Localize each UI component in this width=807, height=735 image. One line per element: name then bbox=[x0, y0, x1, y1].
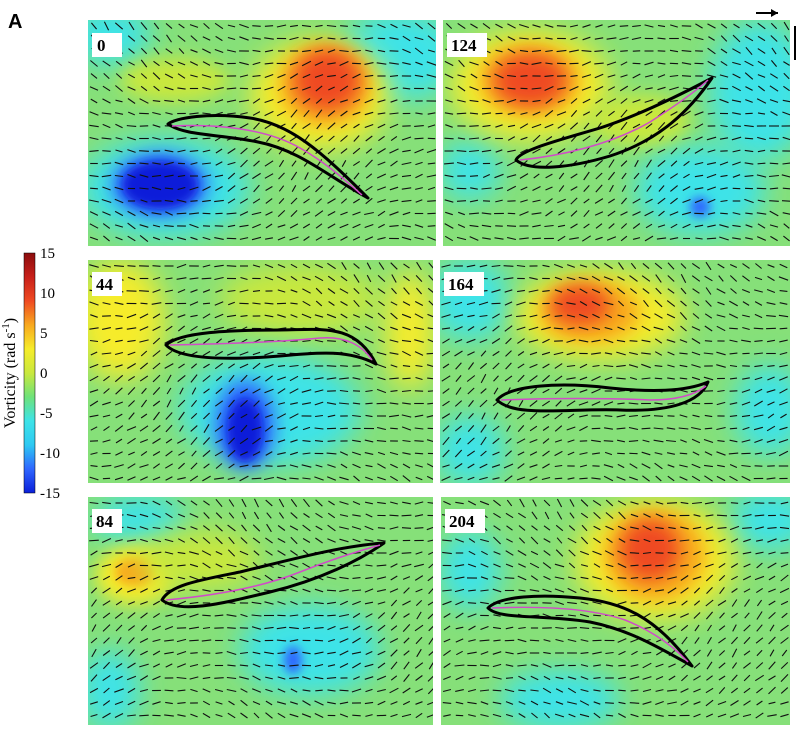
time-label: 44 bbox=[96, 275, 114, 294]
colorbar-ticks: 15 10 5 0 -5 -10 -15 bbox=[40, 246, 60, 502]
vorticity-field bbox=[88, 20, 436, 238]
flow-panel-164: 164 bbox=[440, 260, 790, 483]
fish-body-outline bbox=[514, 76, 714, 169]
time-label-box bbox=[92, 272, 122, 296]
vorticity-field bbox=[88, 260, 433, 470]
time-label-box bbox=[92, 509, 122, 533]
velocity-vector-field bbox=[89, 498, 433, 719]
velocity-vector-field bbox=[442, 498, 790, 719]
panel-letter: A bbox=[8, 11, 22, 33]
time-label: 124 bbox=[451, 36, 477, 55]
time-label-box bbox=[447, 33, 487, 57]
velocity-vector-field bbox=[89, 261, 433, 482]
vorticity-field bbox=[441, 497, 790, 725]
flow-panel-0: 0 bbox=[88, 20, 436, 246]
colorbar-tick-label: 0 bbox=[40, 366, 48, 382]
time-label: 0 bbox=[97, 36, 106, 55]
time-label: 204 bbox=[449, 512, 475, 531]
fish-body-outline bbox=[495, 380, 710, 413]
fish-body-outline bbox=[164, 327, 378, 366]
colorbar-tick-label: 15 bbox=[40, 246, 55, 262]
fish-body-outline bbox=[160, 541, 386, 609]
fish-body-outline bbox=[486, 594, 694, 668]
velocity-scale-arrow bbox=[756, 9, 778, 17]
colorbar-tick-label: 10 bbox=[40, 286, 55, 302]
flow-panel-204: 204 bbox=[441, 497, 790, 725]
time-label-box bbox=[92, 33, 122, 57]
colorbar: 15 10 5 0 -5 -10 -15 Vorticity (rad s-1) bbox=[0, 246, 60, 502]
colorbar-tick-label: -15 bbox=[40, 486, 60, 502]
time-label-box bbox=[445, 509, 485, 533]
colorbar-label: Vorticity (rad s-1) bbox=[0, 318, 19, 428]
fish-body-outline bbox=[166, 114, 370, 200]
velocity-vector-field bbox=[444, 21, 790, 242]
colorbar-tick-label: 5 bbox=[40, 326, 48, 342]
time-label: 84 bbox=[96, 512, 114, 531]
time-label: 164 bbox=[448, 275, 474, 294]
colorbar-gradient bbox=[23, 252, 36, 494]
flow-panel-44: 44 bbox=[88, 260, 433, 483]
colorbar-tick-label: -5 bbox=[40, 406, 53, 422]
time-label-box bbox=[444, 272, 484, 296]
colorbar-tick-label: -10 bbox=[40, 446, 60, 462]
velocity-vector-field bbox=[89, 21, 436, 243]
vorticity-field bbox=[443, 20, 790, 235]
flow-panel-84: 84 bbox=[88, 497, 433, 725]
flow-panel-124: 124 bbox=[443, 20, 790, 246]
velocity-vector-field bbox=[441, 261, 789, 482]
